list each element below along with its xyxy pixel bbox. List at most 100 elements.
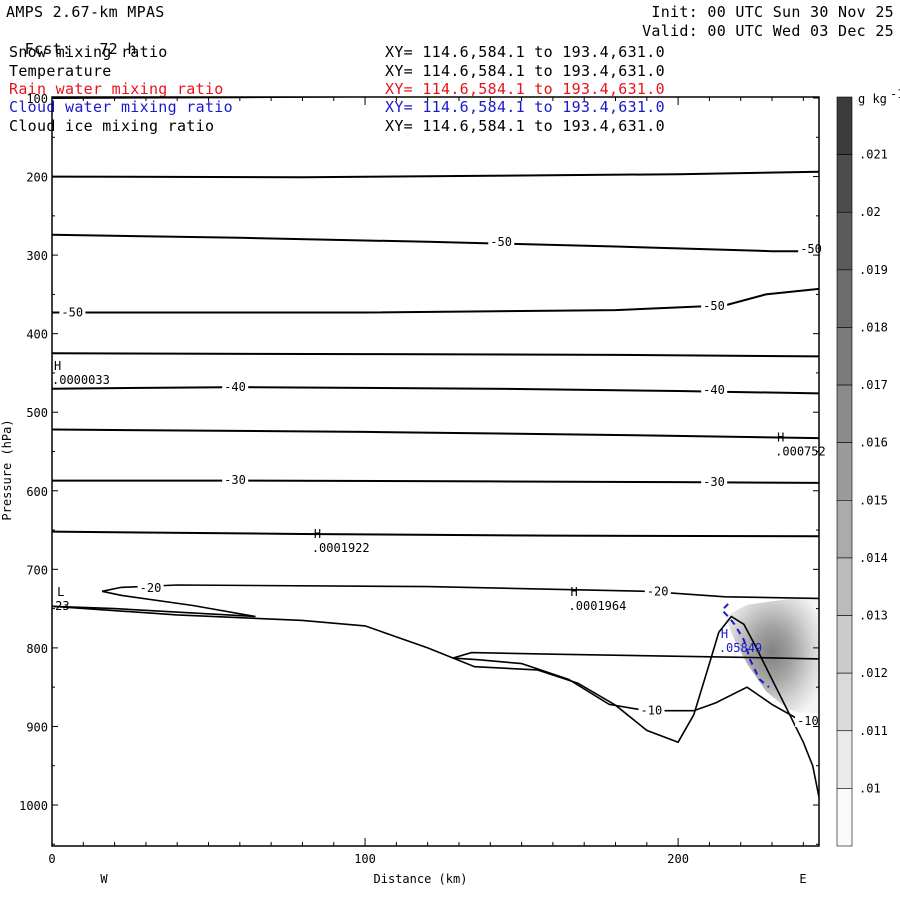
colorbar-label: .011 bbox=[859, 724, 888, 738]
contour-label-bg bbox=[701, 382, 728, 397]
contour-label-bg bbox=[488, 233, 515, 248]
colorbar-label: .014 bbox=[859, 551, 888, 565]
y-tick-label: 700 bbox=[26, 563, 48, 577]
colorbar-label: .018 bbox=[859, 320, 888, 334]
east-label: E bbox=[799, 872, 806, 886]
colorbar-label: .015 bbox=[859, 493, 888, 507]
temperature-contour bbox=[52, 428, 819, 440]
y-tick-label: 500 bbox=[26, 406, 48, 420]
contour-label-bg bbox=[137, 580, 164, 595]
field-name: Rain water mixing ratio bbox=[9, 80, 224, 98]
colorbar-swatch bbox=[836, 442, 853, 501]
field-xy: XY= 114.6,584.1 to 193.4,631.0 bbox=[385, 98, 665, 116]
contour-label: -50 bbox=[703, 299, 725, 313]
contour-label: -10 bbox=[641, 704, 663, 718]
field-name: Cloud water mixing ratio bbox=[9, 98, 233, 116]
extremum-mark: L bbox=[57, 585, 64, 599]
colorbar-swatch bbox=[836, 96, 853, 155]
colorbar-label: .012 bbox=[859, 666, 888, 680]
x-tick-label: 0 bbox=[48, 852, 55, 866]
forecast-value: 72 h bbox=[99, 40, 137, 58]
extremum-label: 23 bbox=[55, 599, 69, 613]
temperature-contour bbox=[52, 287, 819, 314]
y-tick-label: 800 bbox=[26, 642, 48, 656]
colorbar-label: .021 bbox=[859, 148, 888, 162]
west-label: W bbox=[100, 872, 108, 886]
contour-label: -10 bbox=[797, 714, 819, 728]
x-axis-label: Distance (km) bbox=[374, 872, 468, 886]
colorbar-label: .016 bbox=[859, 436, 888, 450]
contour-label-bg bbox=[701, 474, 728, 489]
y-tick-label: 100 bbox=[26, 92, 48, 106]
colorbar-swatch bbox=[836, 500, 853, 559]
contour-label-bg bbox=[795, 712, 822, 727]
colorbar-units-exponent: -1 bbox=[890, 87, 900, 101]
colorbar-swatch bbox=[836, 154, 853, 213]
field-xy: XY= 114.6,584.1 to 193.4,631.0 bbox=[385, 62, 665, 80]
extremum-mark: H bbox=[314, 527, 321, 541]
y-tick-label: 200 bbox=[26, 171, 48, 185]
colorbar-label: .017 bbox=[859, 378, 888, 392]
colorbar-label: .02 bbox=[859, 205, 881, 219]
extremum-label: .0001964 bbox=[569, 599, 627, 613]
contour-label-bg bbox=[798, 240, 825, 255]
y-axis-label: Pressure (hPa) bbox=[0, 419, 14, 520]
temperature-contour bbox=[52, 352, 819, 358]
y-tick-label: 300 bbox=[26, 249, 48, 263]
contour-label: -40 bbox=[224, 380, 246, 394]
cloud-water-contour bbox=[720, 603, 770, 688]
colorbar-swatch bbox=[836, 672, 853, 732]
colorbar-label: .01 bbox=[859, 781, 881, 795]
colorbar-swatch bbox=[836, 327, 853, 386]
contour-label: -50 bbox=[490, 235, 512, 249]
contour-label: -30 bbox=[224, 473, 246, 487]
init-time: Init: 00 UTC Sun 30 Nov 25 bbox=[651, 3, 894, 21]
valid-time: Valid: 00 UTC Wed 03 Dec 25 bbox=[642, 22, 894, 40]
forecast-label: Fcst: bbox=[24, 40, 72, 58]
extremum-mark: H bbox=[571, 585, 578, 599]
contour-label-bg bbox=[701, 298, 728, 313]
contour-label: -20 bbox=[140, 581, 162, 595]
y-tick-label: 400 bbox=[26, 328, 48, 342]
contour-label: -50 bbox=[800, 242, 822, 256]
field-xy: XY= 114.6,584.1 to 193.4,631.0 bbox=[385, 80, 665, 98]
field-xy: XY= 114.6,584.1 to 193.4,631.0 bbox=[385, 43, 665, 61]
contour-label-bg bbox=[59, 304, 86, 319]
plot-frame bbox=[51, 96, 820, 847]
contour-label-bg bbox=[222, 471, 249, 486]
field-name: Temperature bbox=[9, 62, 112, 80]
contour-label-bg bbox=[222, 379, 249, 394]
y-tick-label: 600 bbox=[26, 485, 48, 499]
forecast-hour: Fcst: 72 h bbox=[6, 22, 137, 58]
y-tick-label: 900 bbox=[26, 720, 48, 734]
extremum-mark: H bbox=[54, 359, 61, 373]
extremum-label: .0001922 bbox=[312, 541, 370, 555]
extremum-label: .05849 bbox=[719, 641, 762, 655]
contour-label: -50 bbox=[61, 305, 83, 319]
extremum-label: .000752 bbox=[775, 444, 826, 458]
colorbar-swatch bbox=[836, 788, 853, 847]
extremum-mark: H bbox=[721, 627, 728, 641]
colorbar-label: .013 bbox=[859, 609, 888, 623]
temperature-contour bbox=[52, 584, 819, 618]
field-name: Snow mixing ratio bbox=[9, 43, 168, 61]
colorbar-units: g kg bbox=[858, 92, 887, 106]
colorbar-label: .019 bbox=[859, 263, 888, 277]
colorbar-swatch bbox=[836, 269, 853, 328]
field-name: Cloud ice mixing ratio bbox=[9, 117, 215, 135]
temperature-contour bbox=[52, 233, 819, 253]
model-title: AMPS 2.67-km MPAS bbox=[6, 3, 165, 21]
temperature-contour bbox=[452, 651, 819, 721]
extremum-mark: H bbox=[777, 430, 784, 444]
contour-label: -40 bbox=[703, 383, 725, 397]
field-xy: XY= 114.6,584.1 to 193.4,631.0 bbox=[385, 117, 665, 135]
contour-label: -30 bbox=[703, 475, 725, 489]
colorbar-swatch bbox=[836, 384, 853, 443]
contour-label: -20 bbox=[647, 584, 669, 598]
extremum-label: .0000033 bbox=[52, 373, 110, 387]
temperature-contour bbox=[52, 170, 819, 179]
colorbar-swatch bbox=[836, 615, 853, 674]
terrain-profile bbox=[52, 605, 819, 798]
x-tick-label: 100 bbox=[354, 852, 376, 866]
